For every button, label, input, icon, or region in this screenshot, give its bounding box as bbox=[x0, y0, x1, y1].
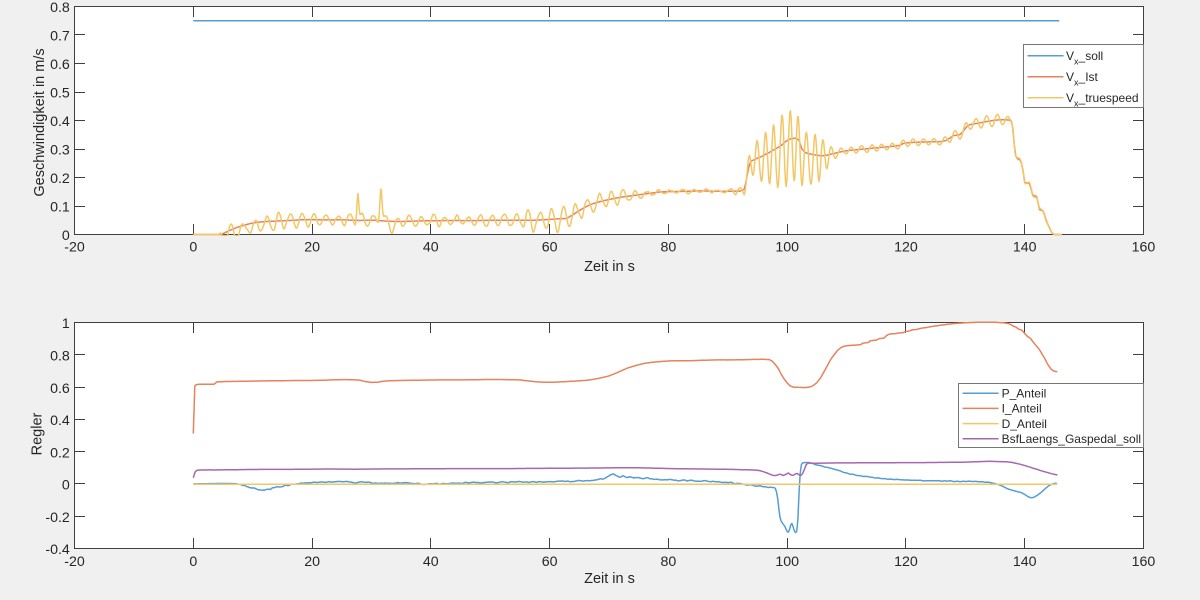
svg-text:0.8: 0.8 bbox=[50, 0, 70, 16]
svg-text:0.5: 0.5 bbox=[50, 86, 70, 102]
svg-text:-0.4: -0.4 bbox=[45, 542, 70, 558]
svg-text:BsfLaengs_Gaspedal_soll: BsfLaengs_Gaspedal_soll bbox=[1002, 432, 1141, 446]
svg-text:Zeit in s: Zeit in s bbox=[584, 571, 635, 587]
svg-text:20: 20 bbox=[304, 239, 320, 255]
svg-text:-20: -20 bbox=[64, 554, 85, 570]
svg-text:120: 120 bbox=[894, 554, 918, 570]
svg-text:80: 80 bbox=[661, 554, 677, 570]
svg-text:Vx_truespeed: Vx_truespeed bbox=[1066, 91, 1139, 109]
svg-text:-20: -20 bbox=[64, 239, 85, 255]
svg-text:160: 160 bbox=[1132, 239, 1156, 255]
svg-text:40: 40 bbox=[423, 554, 439, 570]
svg-text:0.2: 0.2 bbox=[50, 171, 70, 187]
svg-text:0: 0 bbox=[189, 239, 197, 255]
svg-text:0: 0 bbox=[189, 554, 197, 570]
svg-text:20: 20 bbox=[304, 554, 320, 570]
svg-text:80: 80 bbox=[661, 239, 677, 255]
svg-text:1: 1 bbox=[62, 316, 70, 332]
svg-text:P_Anteil: P_Anteil bbox=[1002, 386, 1047, 400]
svg-text:120: 120 bbox=[894, 239, 918, 255]
svg-text:Regler: Regler bbox=[30, 412, 46, 455]
svg-text:0.6: 0.6 bbox=[50, 57, 70, 73]
svg-text:0.4: 0.4 bbox=[50, 413, 70, 429]
svg-text:0.4: 0.4 bbox=[50, 114, 70, 130]
svg-text:D_Anteil: D_Anteil bbox=[1002, 417, 1047, 431]
svg-text:40: 40 bbox=[423, 239, 439, 255]
svg-text:60: 60 bbox=[542, 554, 558, 570]
svg-text:100: 100 bbox=[775, 239, 799, 255]
svg-text:160: 160 bbox=[1132, 554, 1156, 570]
svg-text:0.8: 0.8 bbox=[50, 349, 70, 365]
svg-text:Geschwindigkeit in m/s: Geschwindigkeit in m/s bbox=[32, 48, 48, 196]
svg-text:0: 0 bbox=[62, 228, 70, 244]
svg-text:0.6: 0.6 bbox=[50, 381, 70, 397]
svg-text:100: 100 bbox=[775, 554, 799, 570]
svg-text:0: 0 bbox=[62, 478, 70, 494]
svg-text:0.7: 0.7 bbox=[50, 29, 70, 45]
svg-text:140: 140 bbox=[1013, 239, 1037, 255]
svg-text:0.1: 0.1 bbox=[50, 200, 70, 216]
svg-text:0.3: 0.3 bbox=[50, 143, 70, 159]
svg-text:-0.2: -0.2 bbox=[45, 510, 70, 526]
svg-text:I_Anteil: I_Anteil bbox=[1002, 402, 1042, 416]
svg-text:140: 140 bbox=[1013, 554, 1037, 570]
svg-text:Zeit in s: Zeit in s bbox=[584, 259, 635, 275]
svg-text:60: 60 bbox=[542, 239, 558, 255]
svg-text:0.2: 0.2 bbox=[50, 445, 70, 461]
